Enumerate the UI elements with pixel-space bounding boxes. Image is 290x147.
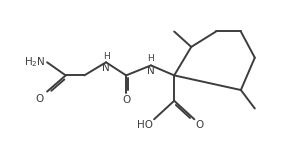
Text: O: O — [122, 95, 130, 105]
Text: HO: HO — [137, 120, 153, 130]
Text: H: H — [148, 54, 154, 63]
Text: N: N — [147, 66, 155, 76]
Text: N: N — [102, 63, 110, 73]
Text: O: O — [36, 94, 44, 104]
Text: H$_2$N: H$_2$N — [24, 55, 46, 69]
Text: O: O — [195, 120, 203, 130]
Text: H: H — [103, 52, 109, 61]
